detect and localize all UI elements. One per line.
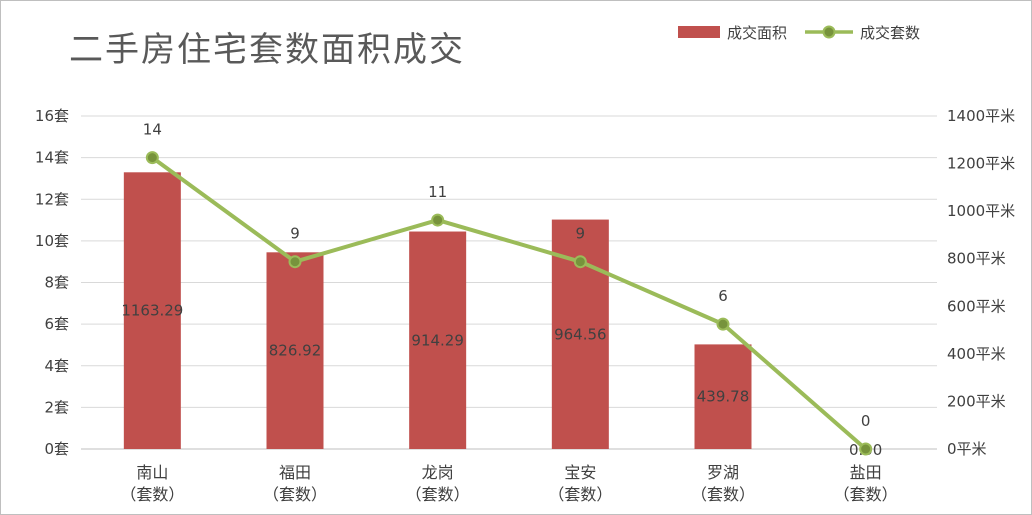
x-tick-label: 罗湖（套数） [691,463,755,504]
bar-data-label: 1163.29 [121,302,183,320]
left-tick-label: 2套 [44,398,69,416]
x-tick-label: 福田（套数） [263,463,327,504]
gridlines [81,115,937,450]
line-point [716,317,730,331]
chart-title: 二手房住宅套数面积成交 [69,30,465,70]
bar-data-label: 826.92 [269,342,322,360]
series-line [151,156,867,451]
left-tick-label: 4套 [44,357,69,375]
right-tick-label: 0平米 [947,440,987,458]
bar [266,252,324,449]
line-data-label: 9 [290,225,300,243]
right-tick-label: 200平米 [947,392,1006,410]
left-tick-label: 16套 [35,107,69,125]
left-tick-label: 6套 [44,315,69,333]
x-tick-label: 宝安（套数） [548,463,612,504]
line-data-label: 0 [861,412,871,430]
bar-data-label: 964.56 [554,325,607,343]
x-axis: 南山（套数） 福田（套数） 龙岗（套数） 宝安（套数） 罗湖（套数） 盐田（套数） [120,463,897,504]
line-data-labels: 14 9 11 9 6 0 [143,121,871,430]
x-tick-label: 龙岗（套数） [406,463,470,504]
right-tick-label: 1000平米 [947,202,1015,220]
line-point [859,442,873,456]
legend-label-area: 成交面积 [727,24,787,42]
line-point [573,255,587,269]
right-axis: 0平米 200平米 400平米 600平米 800平米 1000平米 1200平米 1400平… [947,107,1015,458]
line-point [431,213,445,227]
x-tick-label: 南山（套数） [120,463,184,504]
line-data-label: 9 [576,225,586,243]
line-data-label: 11 [428,183,447,201]
line-data-label: 6 [718,287,728,305]
legend: 成交面积 成交套数 [678,24,920,42]
left-tick-label: 14套 [35,149,69,167]
line-series [145,151,873,456]
left-tick-label: 12套 [35,190,69,208]
bar [409,231,467,449]
legend-marker-count [822,25,836,39]
x-tick-label: 盐田（套数） [834,463,898,504]
bar-series [123,172,752,449]
line-point [288,255,302,269]
left-tick-label: 8套 [44,274,69,292]
bar [123,172,181,449]
bar-data-label: 914.29 [411,331,464,349]
left-tick-label: 0套 [44,440,69,458]
left-axis: 0套 2套 4套 6套 8套 10套 12套 14套 16套 [35,107,69,458]
left-tick-label: 10套 [35,232,69,250]
legend-swatch-area [678,26,720,38]
right-tick-label: 600平米 [947,297,1006,315]
right-tick-label: 800平米 [947,250,1006,268]
right-tick-label: 400平米 [947,345,1006,363]
legend-label-count: 成交套数 [860,24,920,42]
line-data-label: 14 [143,121,162,139]
right-tick-label: 1200平米 [947,155,1015,173]
bar-data-label: 439.78 [697,388,750,406]
line-point [145,151,159,165]
bar [694,344,752,449]
right-tick-label: 1400平米 [947,107,1015,125]
